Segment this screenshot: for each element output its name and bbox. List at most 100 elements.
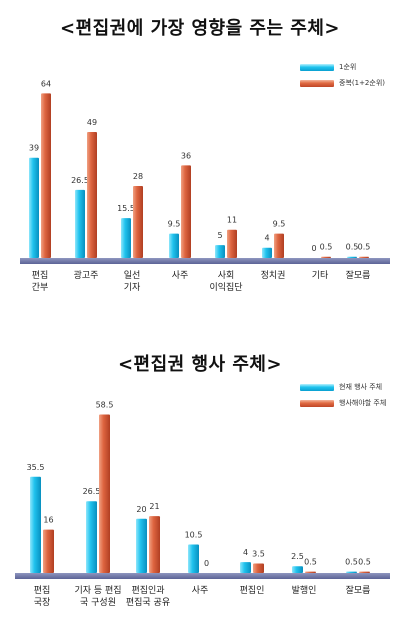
chart-legend: 1순위 중복(1+2순위)	[300, 62, 385, 94]
bar-series-2-6	[359, 571, 370, 573]
data-label: 26.5	[71, 176, 89, 185]
legend-item-series-2: 행사해야할 주체	[300, 398, 386, 408]
legend-swatch-red	[300, 79, 334, 87]
data-label: 36	[181, 151, 191, 160]
bar-series-1-5	[292, 566, 303, 573]
bar-series-1-5	[262, 247, 272, 258]
data-label: 4	[243, 548, 248, 557]
data-label: 21	[149, 502, 159, 511]
bar-series-1-4	[215, 245, 225, 258]
x-tick-label: 편집인과	[131, 584, 164, 596]
x-tick-label: 기타	[312, 270, 329, 281]
data-label: 4	[264, 234, 269, 243]
data-label: 26.5	[83, 487, 101, 496]
bar-series-2-0	[41, 93, 51, 258]
data-label: 28	[133, 172, 143, 181]
legend-swatch-red	[300, 399, 334, 407]
bar-series-1-1	[75, 189, 85, 258]
data-label: 0.5	[345, 558, 358, 567]
bar-series-2-1	[99, 414, 110, 573]
x-tick-label: 사주	[172, 270, 189, 281]
data-label: 0	[204, 559, 209, 568]
x-tick-label: 사회	[218, 270, 235, 281]
data-label: 10.5	[185, 531, 203, 540]
bar-series-1-7	[347, 256, 357, 258]
bar-series-2-5	[274, 233, 284, 258]
x-tick-label: 기자	[124, 282, 141, 293]
chart-title: <편집권 행사 주체>	[117, 354, 283, 375]
legend-label: 행사해야할 주체	[339, 399, 387, 407]
bar-series-2-2	[133, 186, 143, 258]
bar-series-1-3	[169, 233, 179, 258]
data-label: 5	[217, 231, 222, 240]
x-tick-label: 국장	[34, 597, 51, 608]
x-tick-label: 간부	[32, 282, 49, 293]
bar-series-1-3	[188, 544, 199, 573]
data-label: 15.5	[117, 204, 135, 213]
data-label: 0.5	[358, 243, 371, 252]
data-label: 11	[227, 216, 237, 225]
bar-series-2-0	[43, 529, 54, 573]
x-tick-label: 일선	[124, 270, 141, 281]
data-label: 0.5	[304, 558, 317, 567]
x-tick-label: 정치권	[261, 269, 286, 281]
legend-item-series-1: 현재 행사 주체	[300, 382, 386, 392]
bar-series-2-4	[253, 563, 264, 573]
chart-panel-editorial-right-holder: <편집권 행사 주체> 현재 행사 주체 행사해야할 주체 35.5 16 편집 국장…	[0, 330, 400, 635]
legend-item-series-1: 1순위	[300, 62, 385, 72]
x-tick-label: 잘모름	[346, 584, 371, 596]
legend-swatch-blue	[300, 383, 334, 391]
data-label: 20	[136, 505, 146, 514]
data-label: 49	[87, 118, 97, 127]
data-label: 9.5	[168, 220, 181, 229]
bar-series-1-0	[29, 157, 39, 258]
x-tick-label: 편집	[32, 269, 49, 281]
bar-series-2-6	[321, 256, 331, 258]
data-label: 0.5	[346, 243, 359, 252]
bar-series-1-6	[346, 571, 357, 573]
legend-label: 중복(1+2순위)	[339, 79, 385, 87]
data-label: 0.5	[320, 243, 333, 252]
data-label: 2.5	[291, 552, 304, 561]
x-tick-label: 사주	[192, 585, 209, 596]
x-tick-label: 국 구성원	[80, 597, 116, 608]
legend-item-series-2: 중복(1+2순위)	[300, 78, 385, 88]
bar-series-1-4	[240, 562, 251, 573]
x-tick-label: 이익집단	[209, 281, 242, 293]
chart-panel-editorial-influence: <편집권에 가장 영향을 주는 주체> 1순위 중복(1+2순위) 39 64 편집…	[0, 0, 400, 315]
data-label: 35.5	[27, 463, 45, 472]
data-label: 16	[43, 516, 53, 525]
x-tick-label: 편집인	[240, 584, 265, 596]
bar-series-1-0	[30, 476, 41, 573]
legend-label: 1순위	[339, 63, 357, 71]
x-tick-label: 편집국 공유	[126, 596, 170, 608]
x-tick-label: 잘모름	[346, 269, 371, 281]
data-label: 39	[29, 144, 39, 153]
legend-swatch-blue	[300, 63, 334, 71]
bar-series-2-4	[227, 229, 237, 258]
data-label: 0.5	[358, 558, 371, 567]
bar-series-1-2	[121, 218, 131, 258]
chart-legend: 현재 행사 주체 행사해야할 주체	[300, 382, 386, 414]
x-axis-band	[15, 573, 390, 579]
legend-label: 현재 행사 주체	[339, 383, 383, 391]
data-label: 58.5	[96, 400, 114, 409]
x-tick-label: 광고주	[74, 269, 99, 281]
x-tick-label: 편집	[34, 584, 51, 596]
x-axis-band	[20, 258, 390, 264]
bar-series-2-1	[87, 132, 97, 258]
data-label: 9.5	[273, 220, 286, 229]
bar-series-2-5	[305, 571, 316, 573]
data-label: 3.5	[252, 550, 265, 559]
x-tick-label: 기자 등 편집	[74, 584, 121, 596]
bar-series-1-1	[86, 501, 97, 573]
bar-series-2-7	[359, 256, 369, 258]
x-tick-label: 발행인	[292, 584, 317, 596]
bar-series-1-2	[136, 518, 147, 573]
bar-series-2-2	[149, 516, 160, 573]
chart-title: <편집권에 가장 영향을 주는 주체>	[59, 18, 340, 39]
data-label: 0	[311, 244, 316, 253]
data-label: 64	[41, 79, 51, 88]
